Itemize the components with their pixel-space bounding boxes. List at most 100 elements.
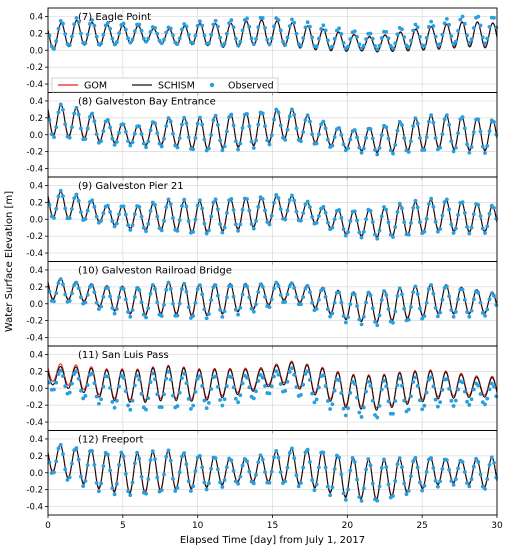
observed-point [175, 313, 180, 318]
observed-point [260, 197, 265, 201]
observed-point [310, 478, 315, 483]
observed-point [155, 31, 160, 36]
observed-point [76, 20, 81, 25]
observed-point [108, 294, 113, 299]
observed-point [200, 206, 205, 211]
observed-point [487, 462, 492, 467]
observed-point [485, 307, 490, 312]
observed-point [177, 218, 182, 222]
observed-point [321, 286, 326, 291]
observed-point [433, 136, 438, 140]
observed-point [411, 290, 416, 295]
observed-point [323, 465, 328, 470]
observed-point [308, 378, 312, 382]
observed-point [314, 306, 319, 311]
observed-point [413, 455, 418, 460]
observed-point [254, 138, 258, 143]
observed-point [150, 283, 155, 287]
observed-point [245, 197, 249, 201]
observed-point [67, 299, 72, 303]
observed-point [105, 374, 110, 379]
panel-10: -0.4 -0.2 0.0 0.2 0.4 (10) Galveston Railroad… [26, 261, 499, 349]
observed-point [58, 277, 63, 282]
observed-point [135, 373, 139, 378]
observed-point [242, 456, 247, 461]
observed-point [209, 133, 214, 137]
observed-point [132, 383, 137, 388]
observed-point [377, 43, 382, 48]
observed-point [393, 225, 398, 229]
observed-point [290, 193, 294, 198]
observed-point [272, 374, 276, 379]
observed-point [61, 374, 65, 378]
observed-point [121, 454, 126, 459]
observed-point [462, 126, 467, 131]
observed-point [193, 468, 198, 473]
observed-point [215, 467, 220, 472]
observed-point [431, 291, 436, 296]
observed-point [332, 217, 337, 222]
observed-point [388, 148, 393, 153]
observed-point [442, 200, 447, 205]
observed-point [251, 146, 256, 150]
observed-point [215, 207, 220, 211]
x-tick-label: 20 [342, 521, 354, 531]
observed-point [213, 18, 218, 23]
observed-point [431, 465, 436, 470]
observed-point [117, 31, 121, 36]
observed-point [292, 456, 297, 461]
observed-point [415, 291, 420, 296]
observed-point [177, 301, 182, 306]
observed-point [310, 391, 315, 396]
observed-point [159, 228, 164, 233]
observed-point [305, 199, 310, 204]
observed-point [418, 136, 422, 140]
observed-point [144, 407, 148, 412]
observed-point [422, 483, 427, 488]
observed-point [153, 287, 157, 291]
observed-point [150, 200, 155, 205]
observed-point [99, 218, 104, 223]
observed-point [444, 113, 449, 117]
observed-point [278, 28, 283, 33]
observed-point [101, 211, 106, 216]
observed-point [409, 474, 413, 478]
observed-point [467, 231, 472, 236]
observed-point [218, 398, 223, 402]
observed-point [162, 302, 166, 307]
observed-point [249, 306, 254, 311]
observed-point [236, 481, 240, 486]
observed-point [355, 218, 359, 223]
observed-point [402, 136, 407, 140]
observed-point [276, 372, 281, 377]
observed-point [164, 376, 169, 381]
legend: GOM SCHISM Observed [51, 77, 279, 93]
observed-point [101, 129, 106, 134]
panel-9: -0.4 -0.2 0.0 0.2 0.4 (9) Galveston Pier 21 [26, 176, 499, 265]
observed-point [195, 121, 200, 126]
observed-point [402, 35, 407, 40]
observed-point [330, 44, 335, 49]
observed-point [274, 369, 279, 374]
observed-point [483, 231, 487, 235]
observed-point [303, 118, 308, 122]
observed-point [54, 380, 59, 385]
observed-point [117, 463, 121, 467]
observed-point [469, 308, 474, 313]
observed-point [465, 481, 469, 485]
observed-point [222, 144, 227, 149]
observed-point [74, 369, 79, 374]
observed-point [168, 286, 173, 291]
observed-point [429, 196, 434, 201]
observed-point [373, 232, 377, 237]
observed-point [204, 316, 209, 321]
observed-point [478, 472, 483, 477]
observed-point [114, 481, 119, 486]
observed-point [343, 413, 348, 418]
observed-point [359, 150, 364, 155]
observed-point [397, 376, 402, 381]
y-tick-label: 0.2 [29, 29, 43, 39]
observed-point [377, 403, 382, 408]
observed-point [92, 204, 97, 209]
observed-point [287, 450, 292, 455]
